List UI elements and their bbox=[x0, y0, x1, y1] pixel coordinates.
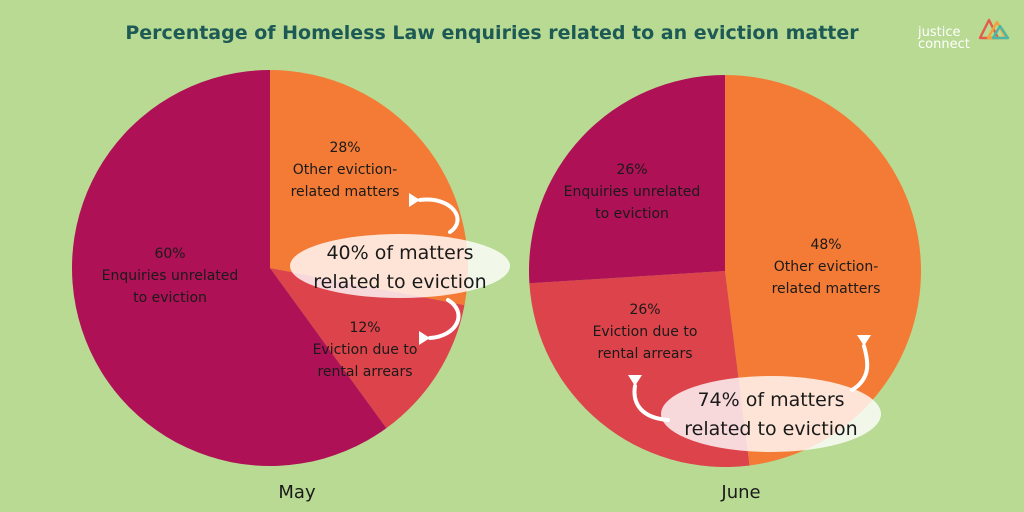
slice-percent: 12% bbox=[349, 320, 380, 336]
chart-title: Percentage of Homeless Law enquiries rel… bbox=[125, 22, 859, 44]
slice-description: Enquiries unrelated bbox=[564, 184, 701, 200]
logo-text-line2: connect bbox=[918, 37, 970, 52]
slice-description: Eviction due to bbox=[313, 342, 418, 358]
pie-slice-unrelated bbox=[71, 70, 387, 467]
slice-description: Enquiries unrelated bbox=[102, 268, 239, 284]
pie-label-may: May bbox=[278, 482, 316, 503]
slice-percent: 26% bbox=[629, 302, 660, 318]
slice-description: Eviction due to bbox=[593, 324, 698, 340]
slice-label-arrears: 26% Eviction due to rental arrears bbox=[593, 302, 698, 362]
slice-percent: 60% bbox=[154, 246, 185, 262]
slice-label-other: 48% Other eviction-related matters bbox=[772, 237, 881, 297]
justice-connect-logo: justice connect bbox=[918, 12, 1014, 56]
slice-label-arrears: 12% Eviction due to rental arrears bbox=[313, 320, 418, 380]
slice-description: to eviction bbox=[133, 290, 207, 306]
slice-description: rental arrears bbox=[597, 346, 692, 362]
logo-triangles-icon bbox=[978, 18, 1010, 40]
slice-description: to eviction bbox=[595, 206, 669, 222]
logo-text-line1: justice bbox=[918, 25, 961, 40]
callout-arrow bbox=[428, 298, 461, 340]
pie-slice-unrelated bbox=[529, 75, 725, 284]
slice-description: related matters bbox=[291, 184, 400, 200]
arrowhead-icon bbox=[857, 335, 871, 346]
callout-line: related to eviction bbox=[313, 271, 486, 293]
callout-arrow bbox=[850, 344, 870, 392]
callout-line: 40% of matters bbox=[326, 242, 473, 264]
pie-slice-other bbox=[725, 75, 921, 466]
callout-text: 74% of matters related to eviction bbox=[684, 389, 857, 440]
callout-line: 74% of matters bbox=[697, 389, 844, 411]
arrowhead-icon bbox=[409, 193, 420, 207]
slice-description: Other eviction- bbox=[293, 162, 398, 178]
slice-label-unrelated: 26% Enquiries unrelated to eviction bbox=[564, 162, 701, 222]
slice-percent: 26% bbox=[616, 162, 647, 178]
pie-slice-arrears bbox=[270, 268, 465, 429]
pie-chart-may: 28% Other eviction-related matters 12% Evic… bbox=[71, 70, 510, 503]
callout-arrow bbox=[418, 197, 460, 234]
callout-text: 40% of matters related to eviction bbox=[313, 242, 486, 293]
slice-label-unrelated: 60% Enquiries unrelated to eviction bbox=[102, 246, 239, 306]
arrowhead-icon bbox=[419, 331, 430, 345]
slice-description: related matters bbox=[772, 281, 881, 297]
slice-percent: 28% bbox=[329, 140, 360, 156]
slice-description: Other eviction- bbox=[774, 259, 879, 275]
callout-line: related to eviction bbox=[684, 418, 857, 440]
callout-arrow bbox=[632, 384, 670, 422]
pie-chart-june: 48% Other eviction-related matters 26% Evic… bbox=[529, 75, 921, 503]
callout-blob bbox=[661, 376, 881, 452]
slice-description: rental arrears bbox=[317, 364, 412, 380]
slice-percent: 48% bbox=[810, 237, 841, 253]
pie-label-june: June bbox=[720, 482, 760, 503]
slice-label-other: 28% Other eviction-related matters bbox=[291, 140, 400, 200]
callout-blob bbox=[290, 234, 510, 298]
arrowhead-icon bbox=[628, 375, 642, 386]
